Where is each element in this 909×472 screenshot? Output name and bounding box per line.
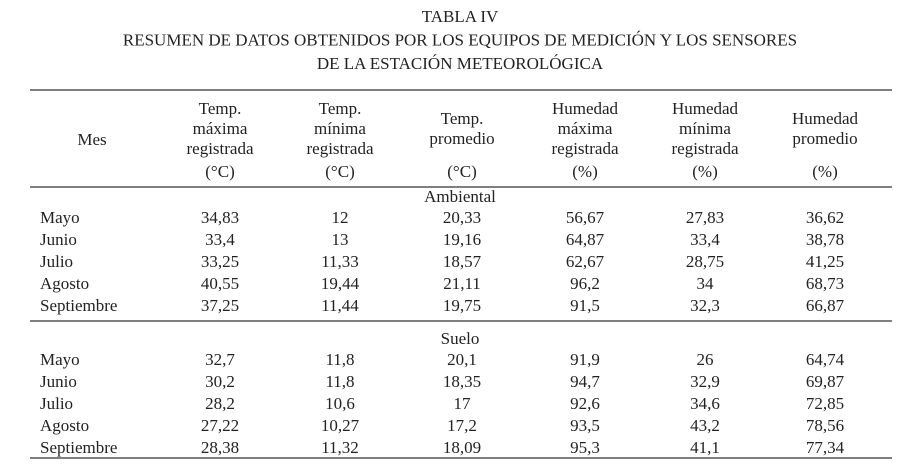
cell: 95,3 xyxy=(570,438,600,457)
cell: 34 xyxy=(697,274,715,293)
cell: 96,2 xyxy=(570,274,600,293)
cell: 34,6 xyxy=(690,394,720,413)
cell: 78,56 xyxy=(806,416,844,435)
cell: 91,9 xyxy=(570,350,600,369)
row-label: Mayo xyxy=(40,208,80,227)
cell: 43,2 xyxy=(690,416,720,435)
cell: 41,1 xyxy=(690,438,720,457)
column-header: registrada xyxy=(306,139,373,158)
cell: 41,25 xyxy=(806,252,844,271)
row-label: Julio xyxy=(40,394,73,413)
cell: 11,32 xyxy=(321,438,359,457)
cell: 77,34 xyxy=(806,438,845,457)
column-unit: (%) xyxy=(572,162,597,181)
column-header: registrada xyxy=(671,139,738,158)
cell: 62,67 xyxy=(566,252,605,271)
cell: 30,2 xyxy=(205,372,235,391)
cell: 33,4 xyxy=(205,230,235,249)
cell: 27,22 xyxy=(201,416,239,435)
column-header: promedio xyxy=(429,129,494,148)
column-unit: (%) xyxy=(692,162,717,181)
table-title: TABLA IV xyxy=(422,7,499,26)
column-header: promedio xyxy=(792,129,857,148)
cell: 17,2 xyxy=(447,416,477,435)
column-unit: (%) xyxy=(812,162,837,181)
row-label: Agosto xyxy=(40,416,89,435)
row-label: Junio xyxy=(40,372,77,391)
column-unit: (°C) xyxy=(205,162,234,181)
column-header: registrada xyxy=(186,139,253,158)
cell: 37,25 xyxy=(201,296,239,315)
cell: 13 xyxy=(332,230,349,249)
cell: 18,35 xyxy=(443,372,481,391)
cell: 11,8 xyxy=(325,350,354,369)
cell: 18,09 xyxy=(443,438,481,457)
row-label: Mayo xyxy=(40,350,80,369)
cell: 32,7 xyxy=(205,350,235,369)
cell: 72,85 xyxy=(806,394,844,413)
section-title: Suelo xyxy=(441,329,480,348)
cell: 32,3 xyxy=(690,296,720,315)
cell: 19,75 xyxy=(443,296,481,315)
cell: 32,9 xyxy=(690,372,720,391)
row-label: Septiembre xyxy=(40,296,117,315)
cell: 19,44 xyxy=(321,274,360,293)
column-header: Temp. xyxy=(199,99,242,118)
cell: 21,11 xyxy=(443,274,481,293)
cell: 19,16 xyxy=(443,230,481,249)
column-header: Humedad xyxy=(792,109,859,128)
cell: 20,1 xyxy=(447,350,477,369)
cell: 28,38 xyxy=(201,438,239,457)
column-unit: (°C) xyxy=(325,162,354,181)
cell: 12 xyxy=(332,208,349,227)
row-label: Agosto xyxy=(40,274,89,293)
section-title: Ambiental xyxy=(424,187,496,206)
column-header: Temp. xyxy=(319,99,362,118)
cell: 92,6 xyxy=(570,394,600,413)
cell: 33,4 xyxy=(690,230,720,249)
cell: 10,27 xyxy=(321,416,360,435)
cell: 56,67 xyxy=(566,208,605,227)
column-header: máxima xyxy=(193,119,248,138)
cell: 93,5 xyxy=(570,416,600,435)
column-header: mínima xyxy=(679,119,731,138)
cell: 66,87 xyxy=(806,296,845,315)
cell: 11,44 xyxy=(321,296,359,315)
column-header: Mes xyxy=(77,130,106,149)
cell: 26 xyxy=(697,350,714,369)
cell: 91,5 xyxy=(570,296,600,315)
column-header: mínima xyxy=(314,119,366,138)
column-header: Humedad xyxy=(672,99,739,118)
cell: 28,2 xyxy=(205,394,235,413)
cell: 94,7 xyxy=(570,372,600,391)
cell: 28,75 xyxy=(686,252,724,271)
table-title: RESUMEN DE DATOS OBTENIDOS POR LOS EQUIP… xyxy=(123,30,797,49)
column-header: registrada xyxy=(551,139,618,158)
cell: 64,87 xyxy=(566,230,605,249)
cell: 33,25 xyxy=(201,252,239,271)
cell: 69,87 xyxy=(806,372,845,391)
column-header: Humedad xyxy=(552,99,619,118)
cell: 36,62 xyxy=(806,208,844,227)
cell: 17 xyxy=(454,394,472,413)
cell: 64,74 xyxy=(806,350,845,369)
column-unit: (°C) xyxy=(447,162,476,181)
column-header: máxima xyxy=(558,119,613,138)
row-label: Septiembre xyxy=(40,438,117,457)
row-label: Junio xyxy=(40,230,77,249)
cell: 18,57 xyxy=(443,252,482,271)
cell: 27,83 xyxy=(686,208,724,227)
row-label: Julio xyxy=(40,252,73,271)
cell: 40,55 xyxy=(201,274,239,293)
cell: 11,8 xyxy=(325,372,354,391)
cell: 10,6 xyxy=(325,394,355,413)
table-title: DE LA ESTACIÓN METEOROLÓGICA xyxy=(317,54,604,73)
cell: 34,83 xyxy=(201,208,239,227)
cell: 11,33 xyxy=(321,252,359,271)
cell: 68,73 xyxy=(806,274,844,293)
cell: 20,33 xyxy=(443,208,481,227)
column-header: Temp. xyxy=(441,109,484,128)
cell: 38,78 xyxy=(806,230,844,249)
